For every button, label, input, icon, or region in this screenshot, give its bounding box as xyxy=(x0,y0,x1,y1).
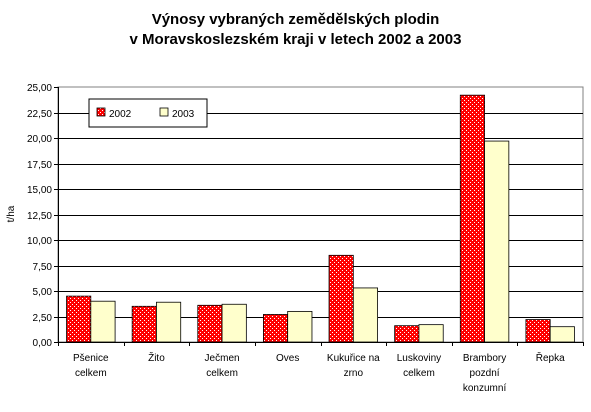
y-axis-ticks: 0,00 2,50 5,00 7,50 10,00 12,50 15,00 17,50 20,0… xyxy=(27,83,583,349)
bar-2003-7 xyxy=(549,326,575,343)
y-tick-label: 12,50 xyxy=(27,211,52,222)
y-tick-label: 25,00 xyxy=(27,83,52,94)
bar-2003-6 xyxy=(484,140,510,343)
chart-title-line-2: v Moravskoslezském kraji v letech 2002 a… xyxy=(129,31,462,48)
bar-2003-0 xyxy=(90,300,116,343)
bar-2002-4 xyxy=(328,254,354,343)
y-tick-label: 22,50 xyxy=(27,109,52,120)
chart-title: Výnosy vybraných zemědělských plodin v M… xyxy=(0,10,591,50)
x-axis-labels: Pšenice celkem Žito Ječmen celkem Oves Kukuřic… xyxy=(58,342,584,394)
x-tick-label: Pšenice celkem xyxy=(73,353,109,379)
bar-2002-2 xyxy=(197,304,223,343)
y-tick-label: 10,00 xyxy=(27,236,52,247)
y-tick-label: 7,50 xyxy=(33,262,53,273)
x-tick-label: Řepka xyxy=(536,351,565,364)
y-tick-label: 2,50 xyxy=(33,313,53,324)
bar-2002-1 xyxy=(131,305,157,343)
bar-2003-4 xyxy=(352,287,378,343)
y-tick-label: 20,00 xyxy=(27,134,52,145)
bar-2002-5 xyxy=(394,325,420,343)
bar-2002-0 xyxy=(66,295,92,343)
legend-swatch-2003 xyxy=(159,107,169,117)
legend-swatch-2002 xyxy=(96,107,106,117)
x-tick-label: Oves xyxy=(276,353,299,364)
y-tick-label: 15,00 xyxy=(27,185,52,196)
y-tick-label: 17,50 xyxy=(27,160,52,171)
legend-box xyxy=(88,98,208,128)
bars xyxy=(66,94,575,343)
legend-label-2003: 2003 xyxy=(172,109,195,120)
chart-title-line-1: Výnosy vybraných zemědělských plodin xyxy=(151,11,440,28)
x-tick-label: Kukuřice na zrno xyxy=(327,353,380,379)
x-tick-label: Ječmen celkem xyxy=(205,353,240,379)
bar-2003-2 xyxy=(221,303,247,343)
bar-2003-5 xyxy=(418,324,444,343)
legend-label-2002: 2002 xyxy=(109,109,132,120)
bar-2002-3 xyxy=(263,314,289,343)
x-tick-label: Luskoviny celkem xyxy=(397,353,441,379)
x-tick-label: Brambory pozdní konzumní xyxy=(463,353,507,394)
y-tick-label: 0,00 xyxy=(33,338,53,349)
bar-2003-3 xyxy=(287,310,313,343)
bar-2002-7 xyxy=(525,319,551,343)
bar-2003-1 xyxy=(156,301,182,343)
legend: 2002 2003 xyxy=(88,98,208,128)
x-tick-label: Žito xyxy=(148,351,165,364)
y-axis-label: t/ha xyxy=(6,205,17,222)
bar-2002-6 xyxy=(459,94,485,343)
y-tick-label: 5,00 xyxy=(33,287,53,298)
